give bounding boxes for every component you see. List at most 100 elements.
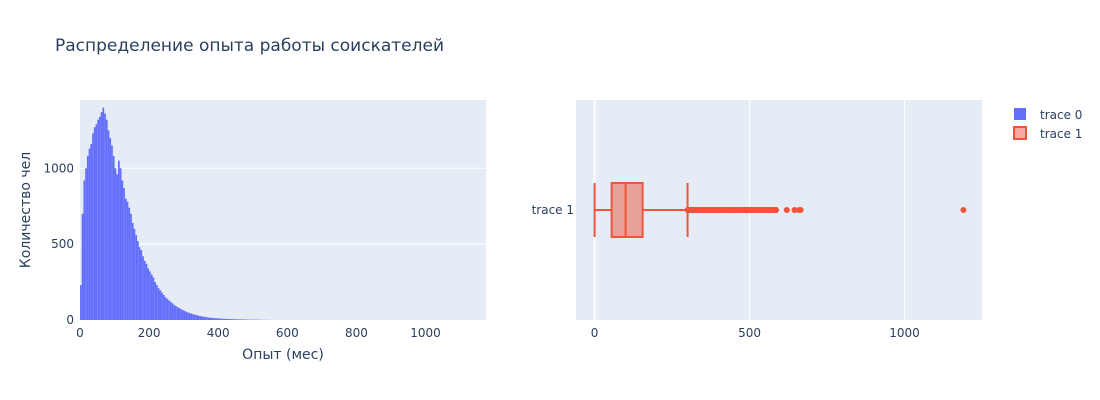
box-outlier-point (765, 207, 772, 213)
histogram-bar (200, 316, 203, 320)
box-outlier-point (712, 207, 719, 213)
histogram-bar (162, 294, 165, 320)
histogram-y-tick-label: 0 (66, 313, 74, 327)
histogram-bar (142, 256, 144, 320)
box-outlier-point (783, 207, 790, 213)
histogram-bar (126, 201, 129, 320)
legend-label-trace-0: trace 0 (1040, 108, 1082, 122)
histogram-bar (161, 292, 163, 320)
histogram-bar (185, 311, 188, 320)
histogram-bar (207, 317, 210, 320)
histogram-bar (228, 319, 231, 320)
histogram-bar (159, 290, 162, 320)
histogram-y-tick-label: 1000 (43, 161, 74, 175)
histogram-bar (128, 207, 131, 320)
histogram-bar (88, 148, 91, 320)
histogram-bar (223, 318, 226, 320)
histogram-x-ticks: 0 200 400 600 800 1000 (76, 326, 441, 340)
legend-item-trace-0[interactable]: trace 0 (1014, 108, 1082, 122)
histogram-bar (166, 298, 169, 320)
histogram-bar (123, 188, 125, 320)
box-outlier-point (734, 207, 741, 213)
box-outlier-point (746, 207, 753, 213)
histogram-bar (173, 304, 176, 320)
box-category-label: trace 1 (532, 203, 574, 217)
histogram-x-tick-label: 200 (138, 326, 161, 340)
histogram-bar (121, 180, 124, 320)
chart-title: Распределение опыта работы соискателей (55, 36, 444, 56)
legend-item-trace-1[interactable]: trace 1 (1013, 126, 1082, 141)
histogram-bar (226, 318, 229, 320)
histogram-bar (83, 180, 86, 320)
box-outlier-point (797, 207, 804, 213)
x-axis-title: Опыт (мес) (242, 347, 324, 363)
histogram-bar (80, 285, 82, 320)
histogram-bar (109, 137, 112, 320)
histogram-bar (190, 313, 193, 320)
histogram-x-tick-label: 1000 (410, 326, 441, 340)
box-outlier-point (721, 207, 728, 213)
box-outlier-point (707, 207, 714, 213)
histogram-bar (154, 282, 157, 320)
histogram-bar (102, 107, 105, 320)
histogram-bar (175, 306, 177, 320)
box-marks (593, 182, 967, 238)
histogram-bar (237, 319, 239, 320)
box-outlier-point (717, 207, 724, 213)
histogram-bar (230, 319, 233, 320)
histogram-bar (221, 318, 224, 320)
histogram-bar (211, 317, 214, 320)
box-x-ticks: 0 500 1000 (591, 326, 920, 340)
histogram-bar (187, 312, 189, 320)
histogram-bar (219, 318, 222, 320)
box-plot: 0 500 1000 trace 1 (532, 100, 982, 340)
histogram-bar (135, 235, 138, 320)
histogram-bar (213, 318, 215, 320)
y-axis-title: Количество чел (18, 152, 34, 268)
histogram-bar (133, 228, 136, 320)
histogram-bar (157, 288, 160, 320)
box-x-tick-label: 0 (591, 326, 599, 340)
histogram-bar (138, 247, 141, 320)
histogram-bar (195, 315, 198, 320)
histogram-bar (233, 319, 236, 320)
box-x-tick-label: 500 (738, 326, 761, 340)
legend-label-trace-1: trace 1 (1040, 127, 1082, 141)
histogram-bar (176, 307, 179, 320)
histogram-bar (216, 318, 219, 320)
histogram-bar (140, 250, 143, 320)
box-outlier-point (960, 207, 967, 213)
histogram-bar (137, 241, 139, 320)
histogram-bar (86, 156, 89, 320)
histogram-bar (149, 271, 151, 320)
box-outlier-point (752, 207, 759, 213)
histogram-bar (119, 168, 122, 320)
histogram-bar (105, 119, 108, 320)
histogram-bar (197, 315, 200, 320)
histogram-bar (214, 318, 217, 320)
histogram-bar (225, 318, 227, 320)
histogram-y-ticks: 0 500 1000 (43, 161, 74, 327)
histogram-bar (164, 297, 167, 320)
histogram-bar (240, 319, 243, 320)
box-outlier-point (758, 207, 765, 213)
histogram-bar (147, 268, 150, 320)
histogram-x-tick-label: 400 (207, 326, 230, 340)
box-iqr (610, 182, 644, 238)
histogram-bar (85, 168, 87, 320)
histogram-bar (114, 168, 117, 320)
histogram-bar (97, 119, 100, 320)
box-x-tick-label: 1000 (889, 326, 920, 340)
histogram-bar (204, 316, 207, 320)
histogram-bar (232, 319, 234, 320)
histogram-bar (188, 313, 191, 320)
histogram-bar (95, 124, 98, 320)
histogram-bar (150, 274, 153, 320)
box-outlier-point (727, 207, 734, 213)
histogram-bar (183, 310, 186, 320)
histogram-gridlines (80, 167, 486, 245)
histogram-bar (145, 263, 148, 320)
histogram-bar (104, 113, 106, 320)
histogram-bar (112, 156, 115, 320)
